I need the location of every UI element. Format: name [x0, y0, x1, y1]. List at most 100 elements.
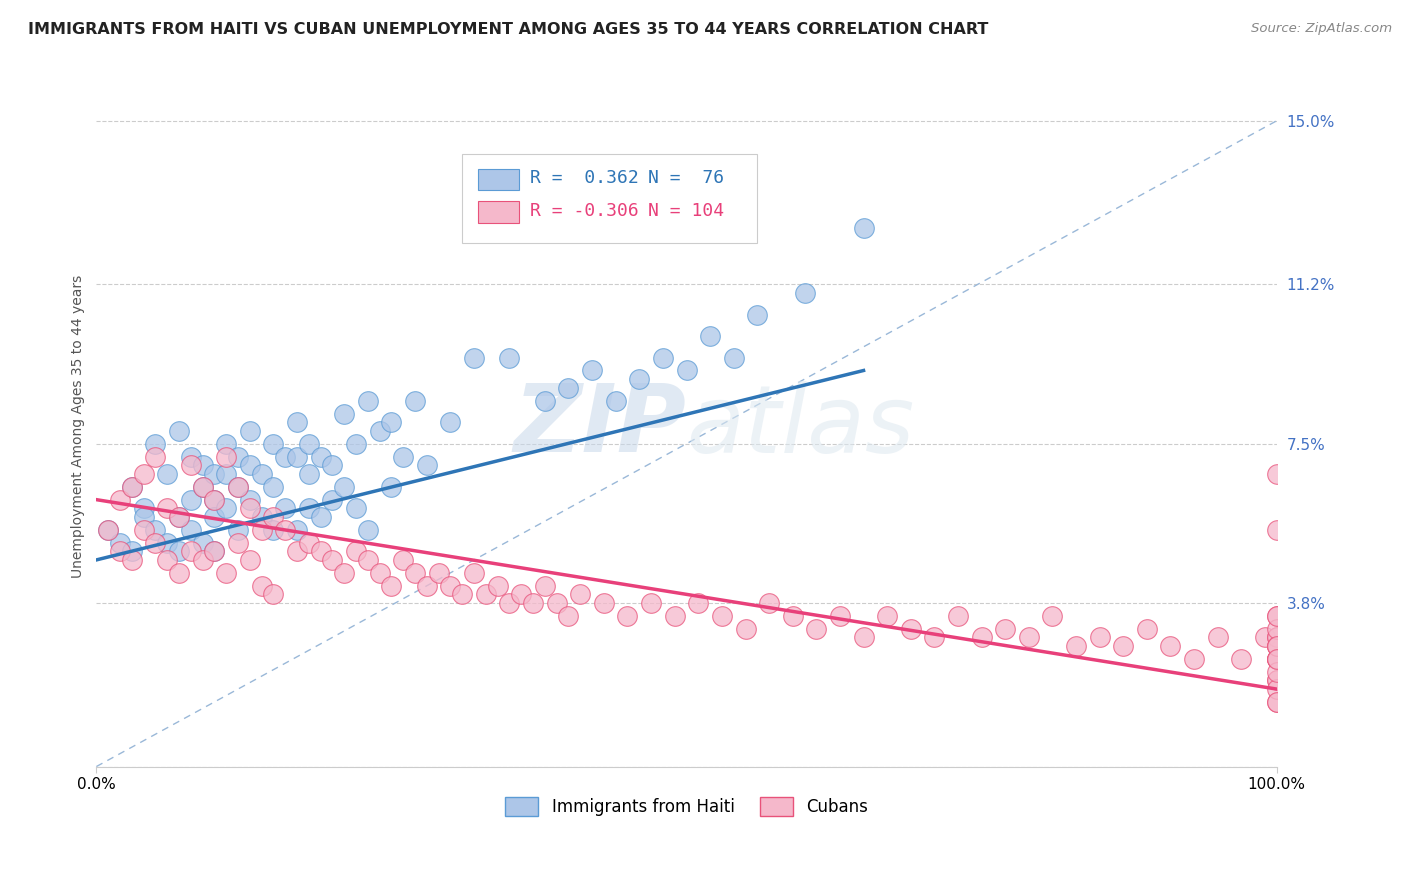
Point	[557, 608, 579, 623]
Point	[1265, 673, 1288, 688]
Point	[215, 501, 238, 516]
Point	[1230, 652, 1253, 666]
Point	[605, 393, 627, 408]
Point	[416, 458, 439, 473]
Point	[876, 608, 898, 623]
Point	[546, 596, 568, 610]
Point	[262, 436, 284, 450]
Text: N = 104: N = 104	[648, 202, 724, 219]
Point	[97, 523, 120, 537]
Point	[1265, 467, 1288, 481]
Point	[191, 535, 214, 549]
Point	[215, 436, 238, 450]
Point	[1265, 631, 1288, 645]
Point	[108, 544, 131, 558]
Point	[145, 450, 167, 464]
Point	[404, 393, 426, 408]
Point	[1265, 682, 1288, 697]
Point	[651, 351, 673, 365]
Point	[380, 579, 402, 593]
Point	[1265, 652, 1288, 666]
Point	[368, 566, 391, 580]
Point	[333, 480, 356, 494]
Point	[180, 544, 202, 558]
Point	[285, 523, 308, 537]
Point	[298, 535, 321, 549]
Point	[1088, 631, 1111, 645]
Point	[392, 553, 415, 567]
Point	[191, 480, 214, 494]
Point	[108, 492, 131, 507]
Legend: Immigrants from Haiti, Cubans: Immigrants from Haiti, Cubans	[498, 790, 875, 822]
FancyBboxPatch shape	[463, 154, 758, 243]
Point	[664, 608, 686, 623]
Point	[226, 480, 249, 494]
Point	[498, 351, 520, 365]
Point	[734, 622, 756, 636]
Point	[1265, 639, 1288, 653]
Point	[167, 544, 190, 558]
Point	[1265, 608, 1288, 623]
Point	[688, 596, 710, 610]
Point	[439, 579, 461, 593]
Point	[569, 587, 592, 601]
Point	[215, 467, 238, 481]
Text: ZIP: ZIP	[513, 381, 686, 473]
Point	[1265, 639, 1288, 653]
Point	[226, 450, 249, 464]
Point	[1042, 608, 1064, 623]
Point	[191, 480, 214, 494]
Point	[368, 424, 391, 438]
Point	[357, 553, 380, 567]
Point	[274, 450, 297, 464]
Point	[510, 587, 533, 601]
Point	[132, 467, 155, 481]
Point	[534, 393, 557, 408]
Point	[239, 424, 262, 438]
Point	[132, 501, 155, 516]
Point	[1265, 631, 1288, 645]
Point	[852, 631, 875, 645]
Point	[226, 523, 249, 537]
Point	[145, 535, 167, 549]
Point	[262, 523, 284, 537]
Point	[451, 587, 474, 601]
Point	[250, 579, 273, 593]
Point	[180, 458, 202, 473]
Point	[298, 467, 321, 481]
Point	[250, 467, 273, 481]
Point	[616, 608, 638, 623]
Point	[145, 436, 167, 450]
Point	[202, 509, 225, 524]
Point	[321, 492, 343, 507]
Point	[1265, 652, 1288, 666]
Point	[202, 544, 225, 558]
Point	[239, 553, 262, 567]
Point	[344, 501, 367, 516]
Point	[1265, 673, 1288, 688]
Point	[239, 458, 262, 473]
Point	[309, 544, 332, 558]
Point	[534, 579, 557, 593]
Point	[357, 393, 380, 408]
Point	[202, 492, 225, 507]
Point	[747, 308, 769, 322]
Point	[262, 587, 284, 601]
Point	[782, 608, 804, 623]
Point	[121, 480, 143, 494]
FancyBboxPatch shape	[478, 169, 519, 190]
Point	[121, 480, 143, 494]
Point	[180, 523, 202, 537]
Point	[180, 450, 202, 464]
Text: N =  76: N = 76	[648, 169, 724, 187]
Point	[132, 509, 155, 524]
Point	[333, 407, 356, 421]
Point	[1265, 695, 1288, 709]
Point	[333, 566, 356, 580]
Point	[167, 424, 190, 438]
Point	[852, 221, 875, 235]
Point	[274, 523, 297, 537]
Point	[380, 480, 402, 494]
Point	[191, 553, 214, 567]
Point	[285, 415, 308, 429]
